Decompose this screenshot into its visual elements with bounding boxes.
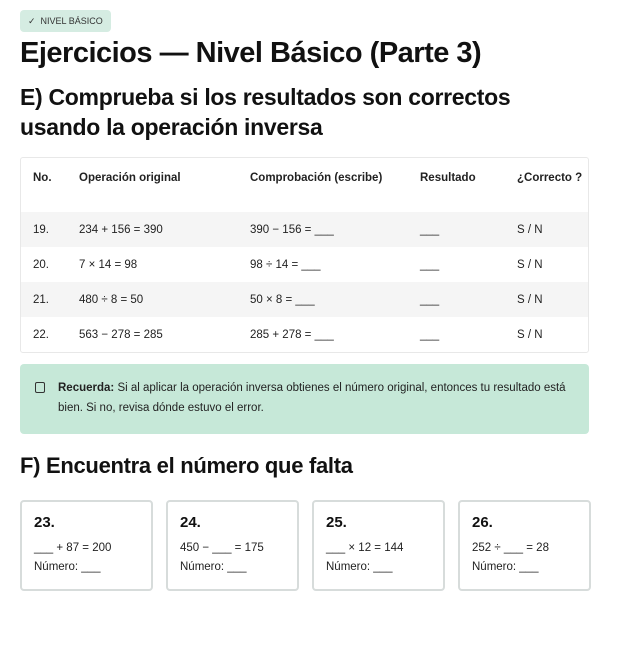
cell: 21.	[33, 293, 49, 306]
col-header: Resultado	[420, 172, 476, 184]
level-badge: ✓ NIVEL BÁSICO	[20, 10, 111, 32]
answer-line: Número: ___	[326, 561, 393, 573]
callout-text: Si al aplicar la operación inversa obtie…	[58, 382, 566, 414]
cell: 7 × 14 = 98	[79, 258, 138, 271]
equation: 450 − ___ = 175	[180, 542, 264, 554]
cell: 234 + 156 = 390	[79, 223, 163, 236]
pin-icon: ✓	[28, 15, 36, 26]
equation: ___ × 12 = 144	[326, 542, 404, 554]
col-header: No.	[33, 172, 52, 184]
cell: S / N	[517, 328, 543, 341]
note-icon	[35, 382, 45, 393]
col-header: ¿Correcto ?	[517, 172, 583, 184]
table-row: 20. 7 × 14 = 98 98 ÷ 14 = ___ ___ S / N	[21, 247, 588, 282]
cell: S / N	[517, 223, 543, 236]
exercise-card: 26. 252 ÷ ___ = 28 Número: ___	[458, 500, 591, 591]
callout-label: Recuerda:	[58, 382, 115, 394]
col-header: Operación original	[79, 172, 181, 184]
exercise-number: 23.	[34, 514, 55, 531]
table-row: 21. 480 ÷ 8 = 50 50 × 8 = ___ ___ S / N	[21, 282, 588, 317]
exercise-cards: 23. ___ + 87 = 200 Número: ___ 24. 450 −…	[20, 500, 591, 591]
col-header: Comprobación (escribe)	[250, 172, 383, 184]
page-title: Ejercicios — Nivel Básico (Parte 3)	[20, 37, 482, 69]
answer-line: Número: ___	[472, 561, 539, 573]
cell: S / N	[517, 293, 543, 306]
verification-table: No. Operación original Comprobación (esc…	[20, 157, 589, 353]
cell: ___	[420, 258, 440, 271]
cell: ___	[420, 293, 440, 306]
answer-line: Número: ___	[34, 561, 101, 573]
exercise-card: 25. ___ × 12 = 144 Número: ___	[312, 500, 445, 591]
badge-label: NIVEL BÁSICO	[40, 16, 103, 26]
table-header: No. Operación original Comprobación (esc…	[21, 158, 588, 212]
equation: ___ + 87 = 200	[34, 542, 112, 554]
answer-line: Número: ___	[180, 561, 247, 573]
cell: ___	[420, 328, 440, 341]
cell: S / N	[517, 258, 543, 271]
cell: 480 ÷ 8 = 50	[79, 293, 144, 306]
cell: ___	[420, 223, 440, 236]
section-e-heading: E) Comprueba si los resultados son corre…	[20, 84, 511, 140]
cell: 563 − 278 = 285	[79, 328, 163, 341]
section-f-heading: F) Encuentra el número que falta	[20, 453, 353, 478]
exercise-number: 25.	[326, 514, 347, 531]
cell: 50 × 8 = ___	[250, 293, 315, 306]
reminder-callout: Recuerda: Si al aplicar la operación inv…	[20, 364, 589, 434]
cell: 285 + 278 = ___	[250, 328, 334, 341]
exercise-number: 26.	[472, 514, 493, 531]
cell: 98 ÷ 14 = ___	[250, 258, 321, 271]
cell: 19.	[33, 223, 49, 236]
equation: 252 ÷ ___ = 28	[472, 542, 549, 554]
table-row: 22. 563 − 278 = 285 285 + 278 = ___ ___ …	[21, 317, 588, 352]
exercise-card: 23. ___ + 87 = 200 Número: ___	[20, 500, 153, 591]
table-row: 19. 234 + 156 = 390 390 − 156 = ___ ___ …	[21, 212, 588, 247]
cell: 20.	[33, 258, 49, 271]
exercise-card: 24. 450 − ___ = 175 Número: ___	[166, 500, 299, 591]
exercise-number: 24.	[180, 514, 201, 531]
cell: 22.	[33, 328, 49, 341]
cell: 390 − 156 = ___	[250, 223, 334, 236]
